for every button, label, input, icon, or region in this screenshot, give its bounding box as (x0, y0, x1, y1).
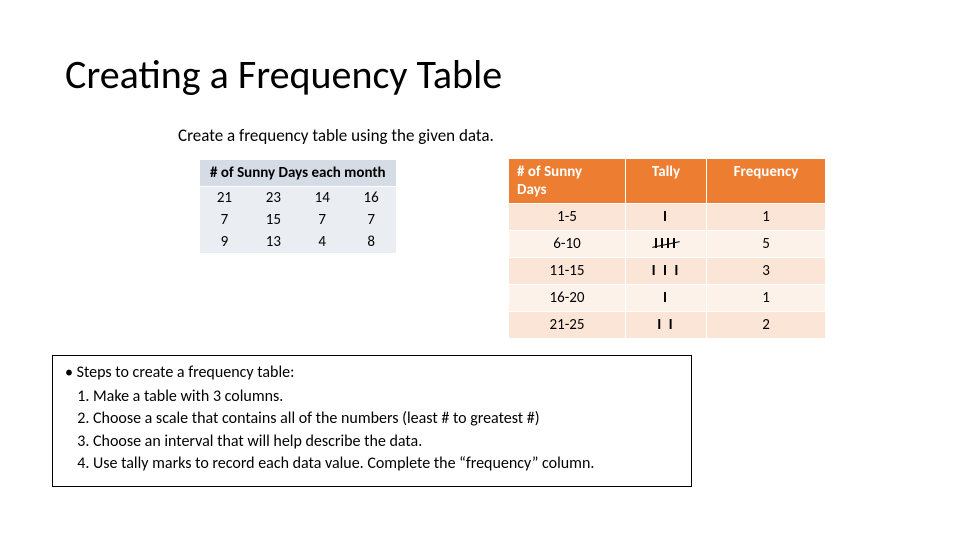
table-row: 16-20 I 1 (509, 285, 826, 312)
steps-heading: • Steps to create a frequency table: (65, 362, 681, 384)
freq-col-range: # of Sunny Days (509, 159, 626, 204)
subtitle: Create a frequency table using the given… (178, 125, 494, 146)
list-item: Choose a scale that contains all of the … (93, 408, 681, 430)
data-cell: 14 (298, 187, 347, 210)
table-row: 1-5 I 1 (509, 204, 826, 231)
tally-cell: I I I (626, 258, 707, 285)
data-cell: 23 (249, 187, 298, 210)
range-cell: 21-25 (509, 312, 626, 339)
data-cell: 21 (200, 187, 249, 210)
table-row: 9 13 4 8 (200, 231, 396, 253)
slide: Creating a Frequency Table Create a freq… (0, 0, 960, 540)
steps-heading-text: Steps to create a frequency table: (77, 363, 295, 382)
frequency-cell: 1 (707, 204, 826, 231)
frequency-cell: 5 (707, 231, 826, 258)
tally-cell: I I (626, 312, 707, 339)
list-item: Choose an interval that will help descri… (93, 431, 681, 453)
list-item: Make a table with 3 columns. (93, 386, 681, 408)
sunny-days-data-table: # of Sunny Days each month 21 23 14 16 7… (200, 160, 396, 253)
table-row: 21 23 14 16 (200, 187, 396, 210)
tally-five-group: IIII (654, 235, 678, 253)
tally-cell: I (626, 285, 707, 312)
data-table-header: # of Sunny Days each month (200, 160, 396, 187)
data-cell: 15 (249, 209, 298, 231)
frequency-cell: 3 (707, 258, 826, 285)
frequency-table: # of Sunny Days Tally Frequency 1-5 I 1 … (508, 158, 826, 339)
freq-col-tally: Tally (626, 159, 707, 204)
frequency-cell: 2 (707, 312, 826, 339)
range-cell: 11-15 (509, 258, 626, 285)
data-cell: 7 (298, 209, 347, 231)
table-row: 21-25 I I 2 (509, 312, 826, 339)
data-cell: 8 (347, 231, 396, 253)
data-cell: 9 (200, 231, 249, 253)
data-cell: 13 (249, 231, 298, 253)
data-cell: 4 (298, 231, 347, 253)
frequency-cell: 1 (707, 285, 826, 312)
tally-cell: IIII (626, 231, 707, 258)
range-cell: 6-10 (509, 231, 626, 258)
table-row: 6-10 IIII 5 (509, 231, 826, 258)
data-cell: 7 (200, 209, 249, 231)
range-cell: 16-20 (509, 285, 626, 312)
table-row: 11-15 I I I 3 (509, 258, 826, 285)
freq-col-frequency: Frequency (707, 159, 826, 204)
table-row: 7 15 7 7 (200, 209, 396, 231)
steps-list: Make a table with 3 columns. Choose a sc… (93, 386, 681, 475)
tally-cell: I (626, 204, 707, 231)
page-title: Creating a Frequency Table (65, 50, 502, 99)
data-cell: 16 (347, 187, 396, 210)
range-cell: 1-5 (509, 204, 626, 231)
data-cell: 7 (347, 209, 396, 231)
steps-box: • Steps to create a frequency table: Mak… (52, 355, 692, 487)
list-item: Use tally marks to record each data valu… (93, 453, 681, 475)
